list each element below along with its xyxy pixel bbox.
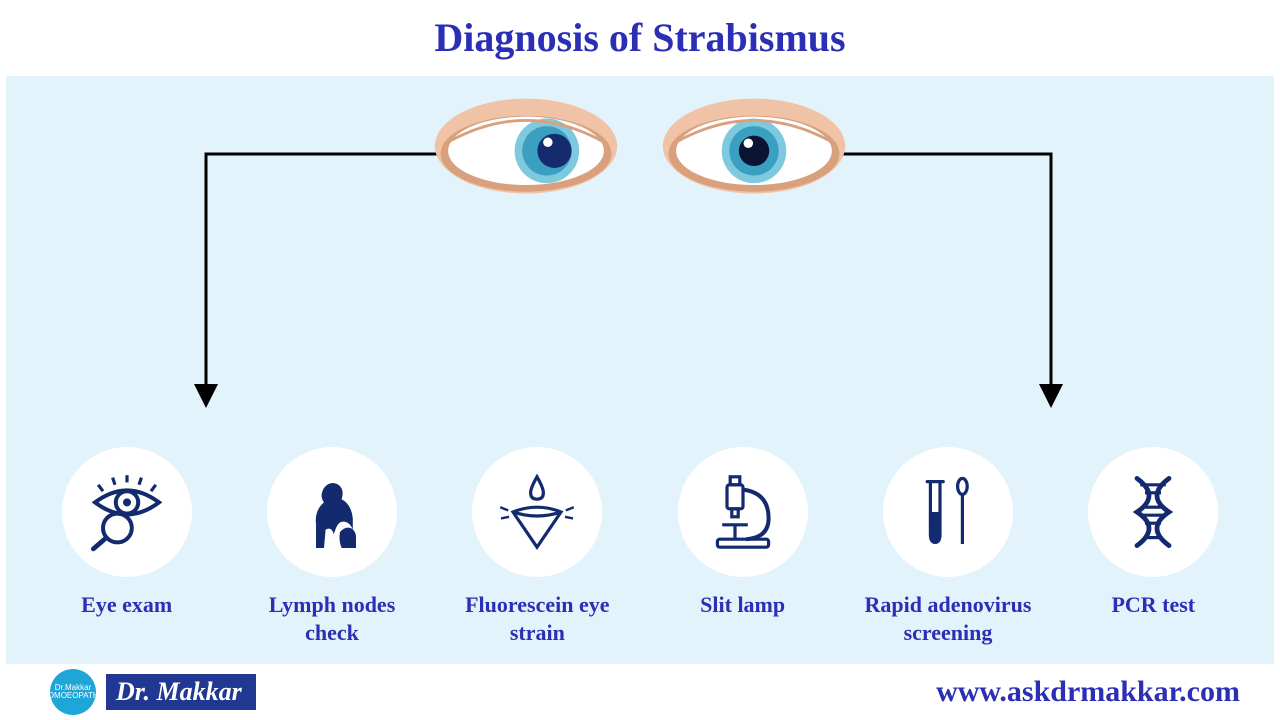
website-url: www.askdrmakkar.com	[936, 675, 1240, 709]
left-eye-icon	[431, 88, 621, 208]
page-title: Diagnosis of Strabismus	[0, 0, 1280, 71]
item-eye-exam: Eye exam	[37, 447, 217, 619]
item-adenovirus: Rapid adenovirus screening	[858, 447, 1038, 646]
footer: Dr.Makkar HOMOEOPATHY Dr. Makkar www.ask…	[0, 664, 1280, 720]
diagram-panel: Eye exam Lymph nodes check	[6, 76, 1274, 664]
item-lymph-nodes: Lymph nodes check	[242, 447, 422, 646]
eye-exam-icon	[62, 447, 192, 577]
lymph-nodes-icon	[267, 447, 397, 577]
lymph-nodes-label: Lymph nodes check	[242, 591, 422, 646]
item-slit-lamp: Slit lamp	[653, 447, 833, 619]
fluorescein-icon	[472, 447, 602, 577]
item-fluorescein: Fluorescein eye strain	[447, 447, 627, 646]
right-eye-icon	[659, 88, 849, 208]
pcr-icon	[1088, 447, 1218, 577]
diagnosis-items-row: Eye exam Lymph nodes check	[6, 447, 1274, 646]
brand-name: Dr. Makkar	[106, 674, 256, 710]
eyes-illustration	[6, 88, 1274, 208]
eye-exam-label: Eye exam	[81, 591, 172, 619]
fluorescein-label: Fluorescein eye strain	[447, 591, 627, 646]
brand-logo-icon: Dr.Makkar HOMOEOPATHY	[50, 669, 96, 715]
slit-lamp-icon	[678, 447, 808, 577]
brand-block: Dr.Makkar HOMOEOPATHY Dr. Makkar	[50, 669, 256, 715]
item-pcr: PCR test	[1063, 447, 1243, 619]
adenovirus-label: Rapid adenovirus screening	[858, 591, 1038, 646]
slit-lamp-label: Slit lamp	[700, 591, 785, 619]
pcr-label: PCR test	[1111, 591, 1195, 619]
adenovirus-icon	[883, 447, 1013, 577]
